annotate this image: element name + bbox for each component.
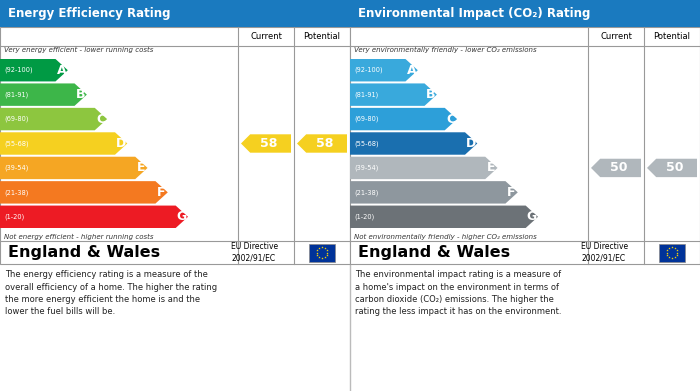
Text: Potential: Potential (304, 32, 340, 41)
Text: (81-91): (81-91) (354, 91, 378, 98)
Polygon shape (241, 134, 291, 153)
Text: (92-100): (92-100) (4, 67, 33, 74)
Text: (21-38): (21-38) (4, 189, 29, 196)
Text: (55-68): (55-68) (4, 140, 29, 147)
Text: Very environmentally friendly - lower CO₂ emissions: Very environmentally friendly - lower CO… (354, 47, 537, 53)
Text: D: D (466, 137, 476, 150)
Polygon shape (350, 132, 477, 155)
Polygon shape (0, 132, 127, 155)
Text: (81-91): (81-91) (4, 91, 28, 98)
Polygon shape (350, 59, 418, 81)
Polygon shape (297, 134, 347, 153)
Bar (0, 27, 350, 264)
Polygon shape (350, 83, 437, 106)
Text: England & Wales: England & Wales (8, 245, 160, 260)
Text: Not environmentally friendly - higher CO₂ emissions: Not environmentally friendly - higher CO… (354, 234, 537, 240)
Bar (0, 0, 350, 27)
Polygon shape (350, 181, 518, 204)
Text: Environmental Impact (CO₂) Rating: Environmental Impact (CO₂) Rating (358, 7, 590, 20)
Text: (1-20): (1-20) (4, 213, 25, 220)
Text: (55-68): (55-68) (354, 140, 379, 147)
Text: Current: Current (250, 32, 282, 41)
Polygon shape (0, 157, 148, 179)
Text: (69-80): (69-80) (354, 116, 379, 122)
Text: B: B (76, 88, 85, 101)
Text: G: G (176, 210, 187, 223)
Text: B: B (426, 88, 435, 101)
Bar (350, 27, 700, 264)
Text: Very energy efficient - lower running costs: Very energy efficient - lower running co… (4, 47, 153, 53)
Text: (39-54): (39-54) (4, 165, 29, 171)
Text: (1-20): (1-20) (354, 213, 374, 220)
Text: F: F (508, 186, 516, 199)
Polygon shape (0, 206, 188, 228)
Text: 58: 58 (260, 137, 277, 150)
Text: Not energy efficient - higher running costs: Not energy efficient - higher running co… (4, 234, 153, 240)
Polygon shape (0, 108, 107, 130)
Text: Current: Current (600, 32, 632, 41)
Text: E: E (137, 161, 146, 174)
Text: England & Wales: England & Wales (358, 245, 510, 260)
Polygon shape (350, 157, 498, 179)
Text: EU Directive
2002/91/EC: EU Directive 2002/91/EC (231, 242, 278, 263)
Text: E: E (487, 161, 496, 174)
Text: 50: 50 (610, 161, 627, 174)
Text: C: C (447, 113, 456, 126)
Text: 58: 58 (316, 137, 333, 150)
Bar (659, 244, 685, 262)
Text: G: G (526, 210, 537, 223)
Polygon shape (350, 108, 457, 130)
Polygon shape (647, 159, 697, 177)
Text: (39-54): (39-54) (354, 165, 379, 171)
Polygon shape (591, 159, 641, 177)
Text: A: A (57, 64, 66, 77)
Text: Potential: Potential (654, 32, 690, 41)
Polygon shape (350, 206, 538, 228)
Text: F: F (158, 186, 166, 199)
Polygon shape (0, 181, 168, 204)
Polygon shape (0, 59, 68, 81)
Text: 50: 50 (666, 161, 683, 174)
Bar (309, 244, 335, 262)
Text: The energy efficiency rating is a measure of the
overall efficiency of a home. T: The energy efficiency rating is a measur… (5, 270, 217, 316)
Text: (92-100): (92-100) (354, 67, 383, 74)
Text: (69-80): (69-80) (4, 116, 29, 122)
Text: D: D (116, 137, 126, 150)
Text: The environmental impact rating is a measure of
a home's impact on the environme: The environmental impact rating is a mea… (355, 270, 561, 316)
Bar (350, 0, 700, 27)
Text: A: A (407, 64, 416, 77)
Text: Energy Efficiency Rating: Energy Efficiency Rating (8, 7, 171, 20)
Polygon shape (0, 83, 87, 106)
Text: EU Directive
2002/91/EC: EU Directive 2002/91/EC (581, 242, 628, 263)
Text: C: C (97, 113, 106, 126)
Text: (21-38): (21-38) (354, 189, 379, 196)
